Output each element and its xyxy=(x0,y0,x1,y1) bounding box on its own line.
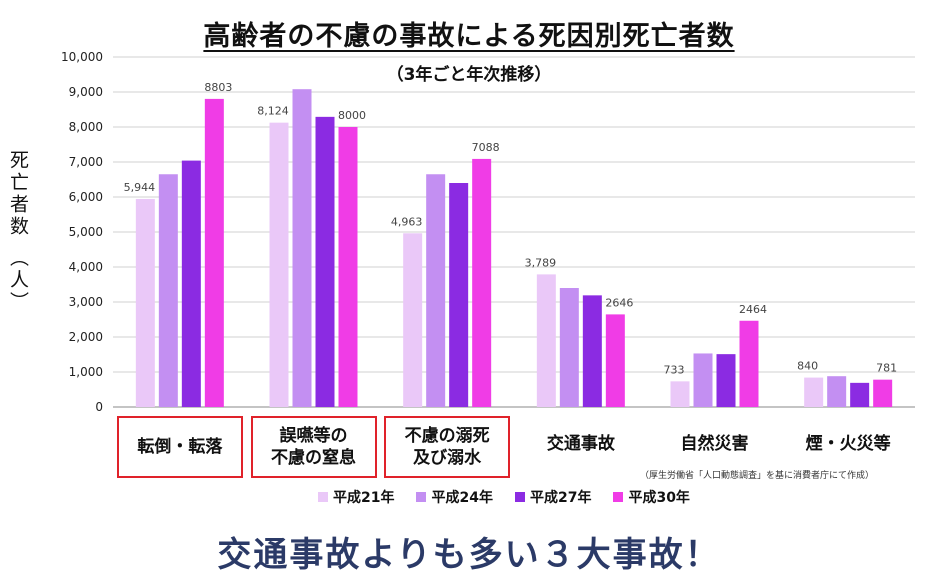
category-label: 転倒・転落 xyxy=(116,416,243,478)
bar xyxy=(403,233,423,407)
data-label: 7088 xyxy=(472,141,500,154)
bar xyxy=(449,183,469,407)
data-label: 8000 xyxy=(338,109,366,122)
legend-item: 平成30年 xyxy=(613,487,690,507)
legend-item: 平成27年 xyxy=(514,487,592,507)
data-label: 2464 xyxy=(739,303,767,316)
y-tick-label: 1,000 xyxy=(69,365,103,379)
legend-swatch xyxy=(416,492,427,502)
category-label: 誤嚥等の 不慮の窒息 xyxy=(250,416,377,478)
bar xyxy=(716,354,736,407)
bar xyxy=(582,295,602,407)
y-tick-label: 4,000 xyxy=(69,260,103,274)
chart-subtitle: （3年ごと年次推移） xyxy=(386,65,552,85)
category-label: 煙・火災等 xyxy=(805,433,891,454)
legend: 平成21年 平成24年 平成27年 平成30年 xyxy=(318,487,690,507)
bar xyxy=(739,320,759,407)
y-tick-label: 6,000 xyxy=(69,190,103,204)
bar xyxy=(670,381,690,407)
legend-item: 平成21年 xyxy=(318,487,394,507)
bar xyxy=(827,376,847,407)
y-tick-label: 2,000 xyxy=(69,330,103,344)
data-label: 8,124 xyxy=(257,105,289,118)
bar xyxy=(338,127,358,407)
y-tick-label: 0 xyxy=(95,400,103,414)
legend-label: 平成30年 xyxy=(628,490,690,506)
bar xyxy=(292,89,312,407)
y-tick-label: 5,000 xyxy=(69,225,103,239)
bar xyxy=(204,98,224,408)
bar xyxy=(605,314,625,407)
legend-swatch xyxy=(613,492,624,502)
data-label: 733 xyxy=(664,363,685,376)
category-label: 自然災害 xyxy=(680,433,749,454)
banner-text: 交通事故よりも多い３大事故！ xyxy=(217,535,721,575)
legend-item: 平成24年 xyxy=(416,487,493,507)
data-label: 3,789 xyxy=(525,256,557,269)
source-note: （厚生労働省「人口動態調査」を基に消費者庁にて作成） xyxy=(640,471,875,481)
y-tick-label: 8,000 xyxy=(69,120,103,134)
y-tick-label: 10,000 xyxy=(61,50,103,64)
data-label: 840 xyxy=(797,360,818,373)
bar xyxy=(873,379,893,407)
bar xyxy=(559,288,579,407)
legend-label: 平成24年 xyxy=(431,490,493,506)
bar xyxy=(315,116,335,407)
chart-title: 高齢者の不慮の事故による死因別死亡者数 xyxy=(0,14,938,53)
bar xyxy=(693,353,713,407)
bar xyxy=(181,160,201,407)
legend-swatch xyxy=(514,492,525,502)
bar xyxy=(269,122,289,407)
chart-title-text: 高齢者の不慮の事故による死因別死亡者数 xyxy=(203,21,735,52)
data-label: 2646 xyxy=(605,296,633,309)
category-label: 不慮の溺死 及び溺水 xyxy=(384,416,511,478)
y-tick-label: 7,000 xyxy=(69,155,103,169)
bar xyxy=(536,274,556,407)
y-tick-label: 9,000 xyxy=(69,85,103,99)
y-tick-label: 3,000 xyxy=(69,295,103,309)
legend-label: 平成21年 xyxy=(333,490,395,506)
legend-swatch xyxy=(318,492,328,502)
bar xyxy=(158,174,178,407)
bar xyxy=(426,174,446,407)
data-label: 781 xyxy=(876,362,897,375)
bar-chart: 0 1,000 2,000 3,000 4,000 5,000 6,000 7,000 8,00… xyxy=(61,50,915,414)
bar xyxy=(850,382,870,407)
data-label: 8803 xyxy=(204,81,232,94)
y-axis-label: 死亡者数 （人） xyxy=(7,150,29,314)
legend-label: 平成27年 xyxy=(529,490,592,506)
bar xyxy=(804,377,824,407)
category-label: 交通事故 xyxy=(546,433,615,454)
data-label: 5,944 xyxy=(124,181,156,194)
bar xyxy=(472,158,492,407)
bar xyxy=(135,198,155,407)
data-label: 4,963 xyxy=(391,215,423,228)
